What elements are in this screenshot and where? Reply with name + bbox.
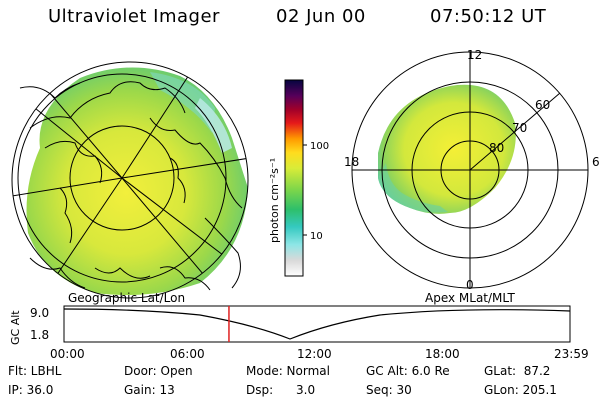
geographic-panel-label: Geographic Lat/Lon <box>68 291 186 305</box>
mlt-label-12: 12 <box>467 48 482 62</box>
color-bar <box>284 79 304 277</box>
mlt-label-6: 6 <box>592 155 600 169</box>
polar-plot: 12 18 6 0 60 70 80 <box>344 48 600 292</box>
timeline-xtick-0000: 00:00 <box>50 347 85 361</box>
colorbar-tick-10: 10 <box>310 231 323 242</box>
colorbar-tick-100: 100 <box>310 141 329 152</box>
coastlines <box>19 81 243 291</box>
glat-readout: GLat: 87.2 <box>484 364 551 378</box>
dsp-readout: Dsp: 3.0 <box>246 383 316 397</box>
lat-label-70: 70 <box>512 121 527 135</box>
mlt-label-0: 0 <box>466 278 474 292</box>
timeline-xtick-1800: 18:00 <box>425 347 460 361</box>
filter-readout: Flt: LBHL <box>8 364 62 378</box>
lat-label-60: 60 <box>535 98 550 112</box>
timeline-ylabel: GC Alt <box>9 310 22 345</box>
ip-readout: IP: 36.0 <box>8 383 54 397</box>
date-label: 02 Jun 00 <box>276 6 366 27</box>
time-label: 07:50:12 UT <box>430 6 547 27</box>
timeline-ytick-1.8: 1.8 <box>30 328 49 342</box>
auroral-oval <box>378 84 516 214</box>
seq-readout: Seq: 30 <box>366 383 412 397</box>
apex-panel-label: Apex MLat/MLT <box>425 291 515 305</box>
altitude-curve <box>63 308 571 340</box>
timeline-xtick-1200: 12:00 <box>297 347 332 361</box>
timeline-frame <box>63 305 571 343</box>
orbit-timeline: GC Alt 9.0 1.8 00:00 06:00 12:00 18:00 2… <box>9 305 589 361</box>
color-scale: 100 10 photon cm⁻²s⁻¹ <box>268 79 329 277</box>
timeline-xtick-2359: 23:59 <box>554 347 589 361</box>
timeline-ytick-9: 9.0 <box>30 306 49 320</box>
lat-label-80: 80 <box>489 141 504 155</box>
glon-readout: GLon: 205.1 <box>484 383 557 397</box>
colorbar-unit-label: photon cm⁻²s⁻¹ <box>268 158 281 243</box>
mode-readout: Mode: Normal <box>246 364 330 378</box>
gain-readout: Gain: 13 <box>124 383 175 397</box>
instrument-title: Ultraviolet Imager <box>48 6 220 27</box>
timeline-xtick-0600: 06:00 <box>170 347 205 361</box>
geographic-image <box>11 61 249 299</box>
door-readout: Door: Open <box>124 364 193 378</box>
polar-grid <box>351 51 589 289</box>
gc-alt-readout: GC Alt: 6.0 Re <box>366 364 450 378</box>
mlt-label-18: 18 <box>344 155 359 169</box>
